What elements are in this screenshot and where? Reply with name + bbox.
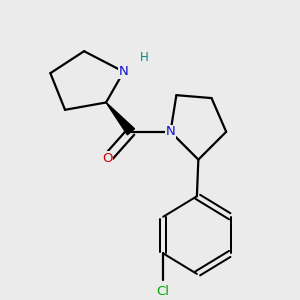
Text: Cl: Cl: [157, 285, 170, 298]
Text: N: N: [119, 65, 128, 78]
Polygon shape: [106, 103, 134, 135]
Text: N: N: [166, 125, 176, 138]
Text: H: H: [140, 51, 149, 64]
Text: O: O: [102, 152, 113, 165]
